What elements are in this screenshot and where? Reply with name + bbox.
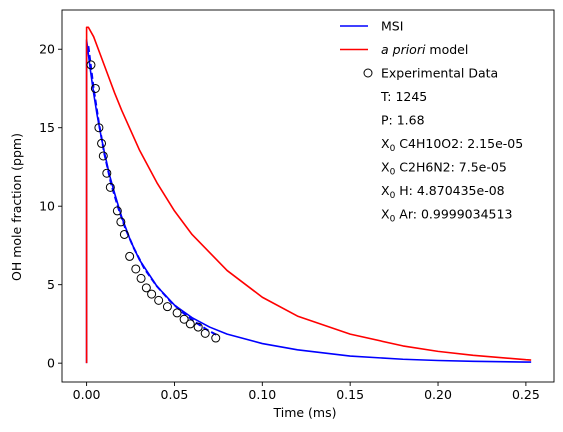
data-point-experimental — [90, 83, 100, 93]
data-point-experimental — [136, 273, 146, 283]
x-tick-label: 0.25 — [512, 387, 540, 402]
data-point-experimental — [141, 283, 151, 293]
data-point-experimental — [97, 138, 107, 148]
legend-annotation: T: 1245 — [380, 89, 427, 104]
y-axis-ticks: 0 5 10 15 20 — [39, 42, 62, 371]
legend-handle-circle — [363, 68, 373, 78]
x-tick-label: 0.15 — [336, 387, 364, 402]
data-point-experimental — [200, 328, 210, 338]
data-point-experimental — [119, 229, 129, 239]
x-tick-label: 0.10 — [248, 387, 276, 402]
y-tick-label: 20 — [39, 42, 55, 57]
data-point-experimental — [102, 168, 112, 178]
legend-entry-label: Experimental Data — [381, 66, 498, 81]
legend-entry-label: a priori model — [381, 42, 468, 57]
plot-area — [85, 26, 532, 364]
legend-annotation: P: 1.68 — [381, 113, 425, 128]
x-axis-ticks: 0.00 0.05 0.10 0.15 0.20 0.25 — [73, 382, 540, 402]
x-tick-label: 0.05 — [161, 387, 189, 402]
legend-annotation: X0 H: 4.870435e-08 — [381, 183, 505, 201]
legend: MSI a priori model Experimental Data T: 124… — [340, 19, 523, 225]
legend-annotation: X0 Ar: 0.9999034513 — [381, 207, 512, 225]
legend-annotation: X0 C2H6N2: 7.5e-05 — [381, 160, 507, 178]
x-axis-label: Time (ms) — [272, 405, 336, 420]
data-point-experimental — [162, 302, 172, 312]
data-point-experimental — [179, 314, 189, 324]
data-point-experimental — [147, 289, 157, 299]
data-point-experimental — [193, 322, 203, 332]
data-point-experimental — [112, 206, 122, 216]
data-point-experimental — [105, 182, 115, 192]
y-tick-label: 15 — [39, 120, 55, 135]
series-line-a-priori — [85, 26, 532, 364]
data-point-experimental — [94, 123, 104, 133]
plot-frame — [61, 9, 555, 383]
data-point-experimental — [185, 319, 195, 329]
data-point-experimental — [116, 217, 126, 227]
x-tick-label: 0.20 — [424, 387, 452, 402]
y-tick-label: 0 — [47, 356, 55, 371]
series-line-msi-dashed — [87, 45, 218, 336]
data-point-experimental — [131, 264, 141, 274]
y-axis-label: OH mole fraction (ppm) — [9, 133, 24, 281]
y-tick-label: 5 — [47, 277, 55, 292]
data-point-experimental — [125, 251, 135, 261]
legend-annotation: X0 C4H10O2: 2.15e-05 — [381, 136, 523, 154]
x-tick-label: 0.00 — [73, 387, 101, 402]
data-point-experimental — [98, 151, 108, 161]
data-point-experimental — [211, 333, 221, 343]
data-point-experimental — [154, 295, 164, 305]
data-point-experimental — [172, 308, 182, 318]
y-tick-label: 10 — [39, 199, 55, 214]
data-point-experimental — [86, 60, 96, 70]
legend-entry-label: MSI — [381, 19, 403, 34]
